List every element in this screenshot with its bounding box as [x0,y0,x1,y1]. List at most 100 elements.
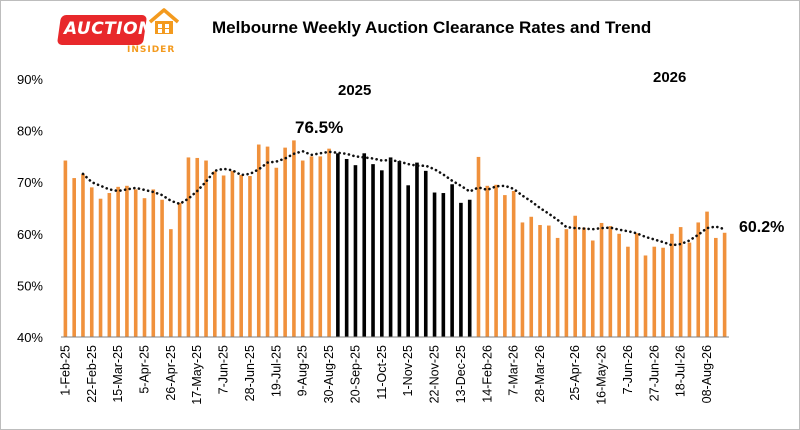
bar [63,160,68,337]
x-tick-label: 26-Apr-25 [164,345,178,401]
bar [283,147,287,337]
x-tick-label: 27-Jun-26 [647,345,661,401]
x-tick-label: 5-Apr-25 [138,345,152,394]
bar [256,144,261,337]
x-tick-label: 20-Sep-25 [348,345,362,403]
bar [696,222,701,337]
bar [441,193,446,337]
bar [705,211,709,337]
bar [371,164,375,337]
bar [239,174,243,337]
y-tick-label: 70% [17,175,43,190]
bar [300,160,305,337]
bar [617,233,621,337]
bar [467,199,472,337]
bar [160,199,164,337]
house-icon [148,8,180,34]
y-tick-label: 50% [17,278,43,293]
bar [494,184,498,337]
bar [608,226,613,337]
logo-subtext: INSIDER [127,45,176,55]
bar [125,185,129,337]
bar [327,148,331,337]
bar [406,185,410,337]
annotations: 76.5% 60.2% 2025 2026 [295,69,784,236]
x-tick-label: 1-Nov-25 [401,345,415,396]
x-tick-label: 7-Jun-25 [217,345,231,394]
bar [520,222,525,337]
bar [626,246,630,337]
x-axis: 1-Feb-25 22-Feb-25 15-Mar-25 5-Apr-25 26-Apr… [58,345,714,405]
bar [423,170,428,337]
bar [274,167,279,337]
bar [573,215,577,337]
bar [634,233,639,337]
bar [89,187,94,337]
bar [661,247,665,337]
bar [582,227,586,337]
bar [643,255,648,337]
x-tick-label: 22-Nov-25 [428,345,442,403]
bar [714,237,718,337]
x-tick-label: 1-Feb-25 [58,345,72,396]
latest-rate-label: 60.2% [739,219,784,236]
bar [722,232,727,337]
x-tick-label: 15-Mar-25 [111,345,125,403]
bar [687,242,692,337]
bar [186,157,191,337]
year-label-2026: 2026 [653,69,686,86]
bar [204,160,208,337]
bar [503,195,507,337]
bar [432,192,437,337]
bar [362,153,367,337]
bar [397,161,402,337]
year-label-2025: 2025 [338,82,371,99]
bar [221,175,226,337]
bar [415,162,419,337]
bar [248,176,252,337]
x-tick-label: 7-Mar-26 [507,345,521,396]
bar [670,233,674,337]
y-tick-label: 40% [17,330,43,345]
bar [98,198,103,337]
bar [678,227,683,337]
x-tick-label: 19-Jul-25 [269,345,283,397]
bar [485,185,490,337]
chart-title: Melbourne Weekly Auction Clearance Rates… [212,18,652,37]
auction-insider-logo: AUCTION INSIDER [56,7,187,55]
bar [388,157,393,337]
x-tick-label: 7-Jun-26 [621,345,635,394]
bar [133,189,138,337]
x-tick-label: 17-May-25 [190,345,204,405]
bar [81,173,85,337]
x-tick-label: 08-Aug-26 [700,345,714,403]
x-tick-label: 16-May-26 [595,345,609,405]
x-tick-label: 25-Apr-26 [568,345,582,401]
y-tick-label: 80% [17,124,43,139]
bar [292,140,296,337]
x-tick-label: 28-Mar-26 [533,345,547,403]
bar [511,190,516,337]
bar [538,225,542,337]
bar [450,184,454,337]
x-tick-label: 22-Feb-25 [85,345,99,403]
bar [590,240,595,337]
x-tick-label: 14-Feb-26 [480,345,494,403]
bar [336,153,340,337]
bar [547,225,551,337]
bar [459,202,463,337]
trend-line [81,149,726,247]
bar [318,156,323,337]
bar [564,229,569,337]
x-tick-label: 30-Aug-25 [322,345,336,403]
bar [195,157,200,337]
x-tick-label: 13-Dec-25 [454,345,468,403]
logo-word: AUCTION [64,19,153,39]
y-tick-label: 60% [17,227,43,242]
x-tick-label: 28-Jun-25 [243,345,257,401]
bar [344,158,349,337]
bar [476,156,481,337]
bar [652,246,657,337]
